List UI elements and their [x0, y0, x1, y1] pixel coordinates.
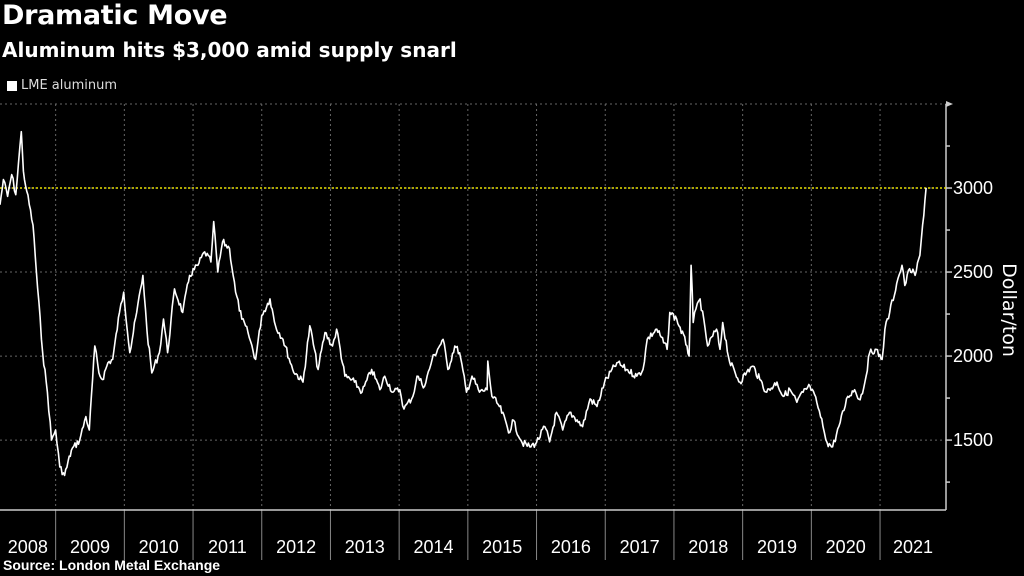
x-tick-label: 2014	[413, 537, 453, 557]
x-tick-label: 2021	[893, 537, 933, 557]
y-axis: 1500 2000 2500 3000	[945, 101, 993, 510]
y-tick-label: 2000	[953, 346, 993, 366]
y-axis-top-marker	[946, 101, 953, 107]
chart-title: Dramatic Move	[2, 0, 228, 31]
x-tick-label: 2018	[688, 537, 728, 557]
y-tick-label: 2500	[953, 262, 993, 282]
gridlines	[0, 103, 946, 510]
y-axis-label: Dollar/ton	[998, 263, 1020, 357]
y-tick-label: 3000	[953, 178, 993, 198]
x-tick-label: 2017	[620, 537, 660, 557]
x-tick-label: 2019	[757, 537, 797, 557]
x-tick-label: 2013	[345, 537, 385, 557]
legend-swatch	[7, 80, 17, 91]
legend: LME aluminum	[7, 78, 117, 93]
legend-label: LME aluminum	[21, 78, 118, 93]
chart-subtitle: Aluminum hits $3,000 amid supply snarl	[2, 38, 457, 62]
x-tick-label: 2016	[551, 537, 591, 557]
x-tick-label: 2020	[826, 537, 866, 557]
x-tick-label: 2010	[139, 537, 179, 557]
x-tick-label: 2012	[276, 537, 316, 557]
x-axis: 2008 2009 2010 2011 2012 2013 2014 2015 2016 2017…	[0, 509, 946, 560]
x-tick-label: 2011	[208, 537, 247, 557]
x-tick-label: 2009	[70, 537, 110, 557]
x-tick-label: 2015	[482, 537, 522, 557]
source-note: Source: London Metal Exchange	[3, 557, 221, 573]
series-line-lme-aluminum	[0, 130, 927, 477]
y-tick-label: 1500	[953, 430, 993, 450]
x-tick-label: 2008	[8, 537, 48, 557]
